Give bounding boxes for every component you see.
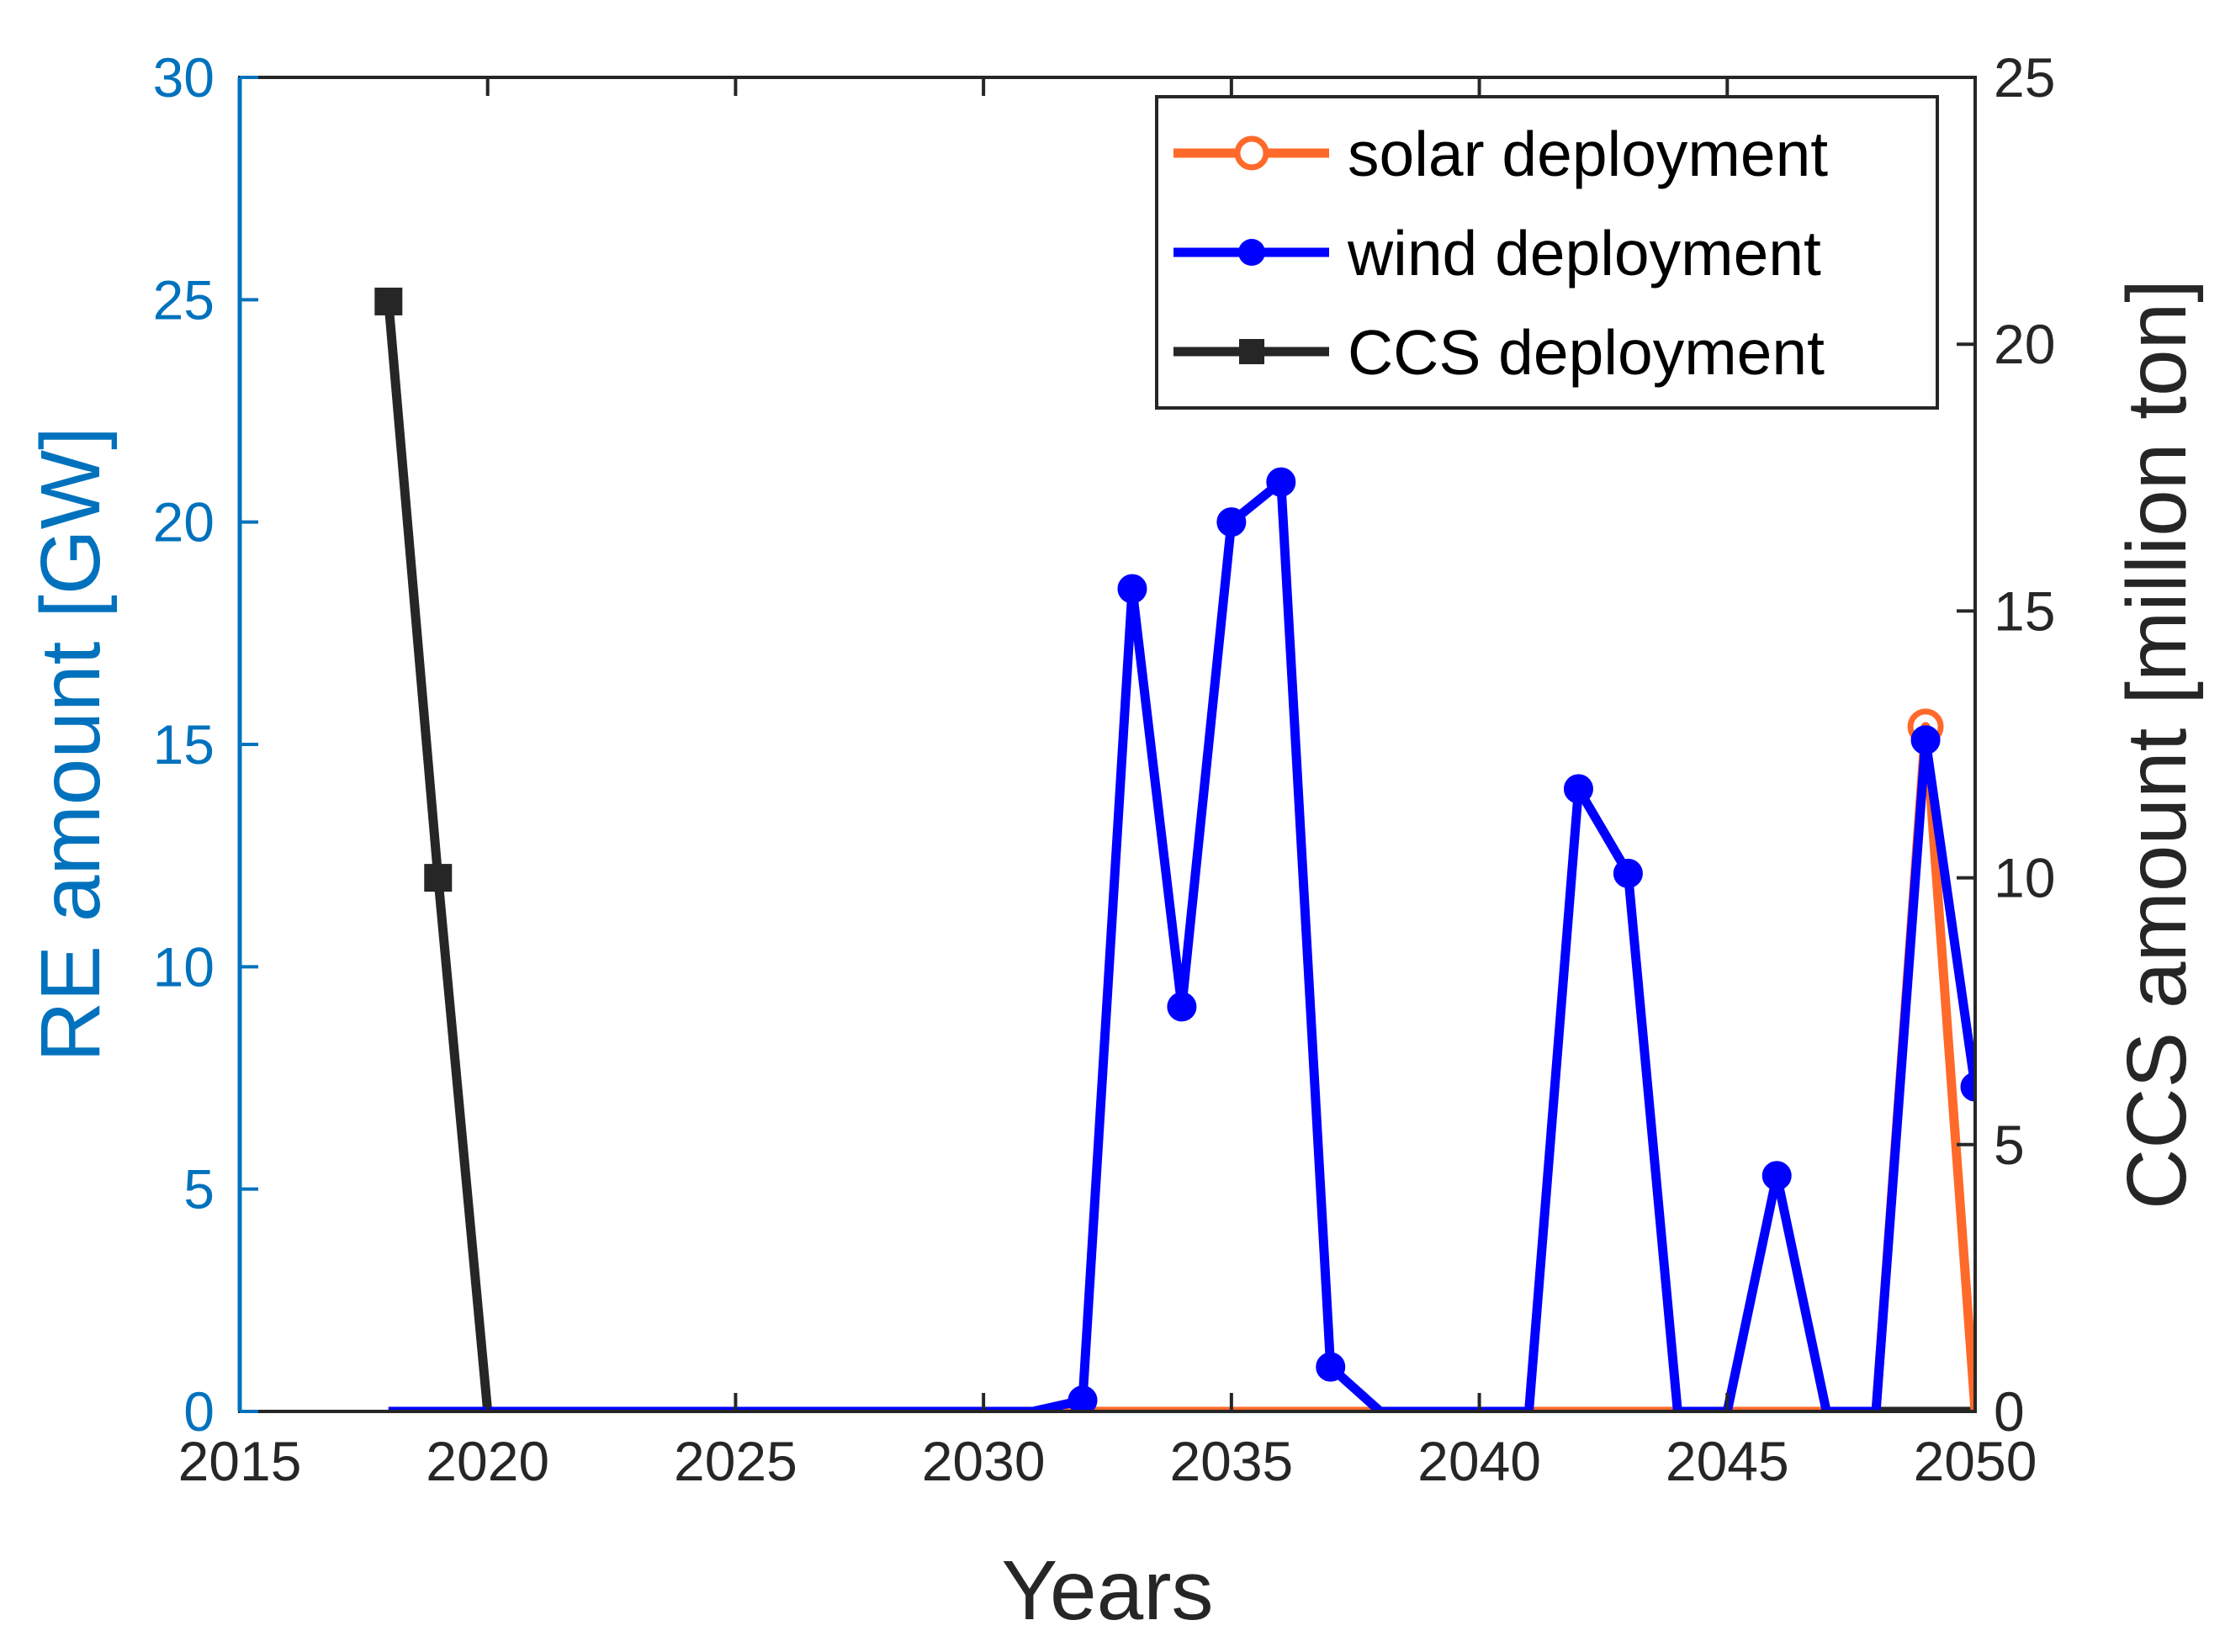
y-left-tick-label: 15 <box>153 713 215 776</box>
x-tick-label: 2050 <box>1914 1430 2037 1492</box>
x-tick-label: 2035 <box>1169 1430 1293 1492</box>
x-tick-label: 2030 <box>922 1430 1046 1492</box>
wind-legend-marker <box>1238 239 1265 266</box>
wind-data-point <box>1613 858 1643 888</box>
x-tick-label: 2015 <box>178 1430 302 1492</box>
y-right-tick-label: 5 <box>1994 1114 2025 1176</box>
wind-data-point <box>1167 992 1197 1022</box>
x-tick-label: 2020 <box>426 1430 549 1492</box>
x-tick-label: 2040 <box>1417 1430 1541 1492</box>
wind-data-point <box>1216 507 1247 537</box>
wind-data-point <box>1563 774 1593 804</box>
y-left-tick-label: 0 <box>183 1380 215 1443</box>
wind-data-point <box>1316 1352 1346 1382</box>
solar-legend-label: solar deployment <box>1348 119 1828 189</box>
wind-data-point <box>1761 1161 1792 1191</box>
wind-data-point <box>1960 1072 1975 1102</box>
y-left-tick-label: 5 <box>183 1158 215 1220</box>
x-tick-label: 2025 <box>674 1430 797 1492</box>
wind-legend-label: wind deployment <box>1347 218 1821 289</box>
y-right-tick-label: 0 <box>1994 1380 2025 1443</box>
ccs-legend-marker <box>1239 339 1264 364</box>
y-right-axis-title: CCS amount [million ton] <box>2110 279 2204 1210</box>
wind-data-point <box>1067 1385 1098 1411</box>
ccs-legend-label: CCS deployment <box>1348 317 1825 388</box>
y-left-tick-label: 10 <box>153 935 215 998</box>
legend: solar deployment wind deployment CCS deplo… <box>1155 95 1939 410</box>
y-left-axis-title: RE amount [GW] <box>24 426 118 1062</box>
ccs-data-point <box>424 864 453 892</box>
x-tick-label: 2045 <box>1666 1430 1789 1492</box>
solar-legend-marker <box>1234 135 1269 171</box>
wind-data-point <box>1117 574 1147 604</box>
y-right-tick-label: 20 <box>1994 313 2055 375</box>
x-axis-title: Years <box>1001 1543 1213 1638</box>
y-left-tick-label: 20 <box>153 491 215 553</box>
ccs-data-point <box>374 287 403 315</box>
y-right-tick-label: 25 <box>1994 46 2055 109</box>
data-layer <box>374 287 1975 1411</box>
axes-layer: 2015 2020 2025 2030 2035 2040 2045 205005101520… <box>24 46 2204 1638</box>
y-left-tick-label: 30 <box>153 46 215 109</box>
y-right-tick-label: 10 <box>1994 847 2055 909</box>
y-right-tick-label: 15 <box>1994 580 2055 642</box>
wind-data-point <box>1266 467 1296 497</box>
y-left-tick-label: 25 <box>153 268 215 331</box>
wind-data-point <box>1910 725 1941 755</box>
